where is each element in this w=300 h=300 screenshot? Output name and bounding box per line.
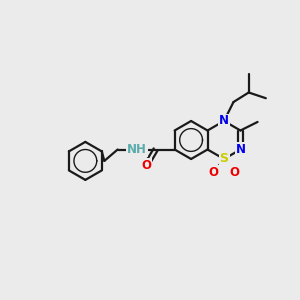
Text: NH: NH (127, 143, 147, 156)
Text: S: S (220, 152, 229, 166)
Text: N: N (236, 143, 245, 156)
Text: O: O (141, 159, 151, 172)
Text: O: O (208, 166, 218, 179)
Text: O: O (230, 166, 239, 179)
Text: N: N (219, 115, 229, 128)
